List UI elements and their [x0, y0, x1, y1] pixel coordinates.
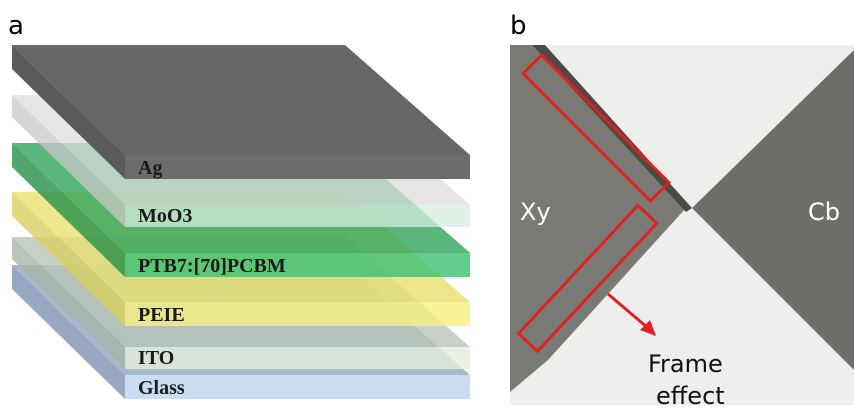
layer-label: MoO3: [138, 205, 192, 227]
annotation: effect: [656, 382, 725, 410]
panel-label: b: [510, 11, 527, 41]
layer-label: ITO: [138, 347, 174, 369]
layer-front: [125, 155, 470, 179]
layer-front: [125, 347, 470, 369]
layer-label: Ag: [138, 157, 162, 179]
figure: a Glass ITO PEIE PTB7:[70]PCBM MoO3 Ag b Xy C…: [0, 0, 854, 412]
layer-label: PTB7:[70]PCBM: [138, 255, 286, 277]
micrograph: Xy Cb Frame effect: [510, 45, 854, 410]
crystal-label: Cb: [808, 198, 840, 226]
crystal-label: Xy: [520, 198, 551, 226]
layer-label: PEIE: [138, 304, 185, 326]
layer-stack: Glass ITO PEIE PTB7:[70]PCBM MoO3 Ag: [12, 45, 470, 399]
panel-label: a: [8, 11, 24, 41]
annotation: Frame: [648, 350, 723, 378]
layer-label: Glass: [138, 377, 185, 399]
